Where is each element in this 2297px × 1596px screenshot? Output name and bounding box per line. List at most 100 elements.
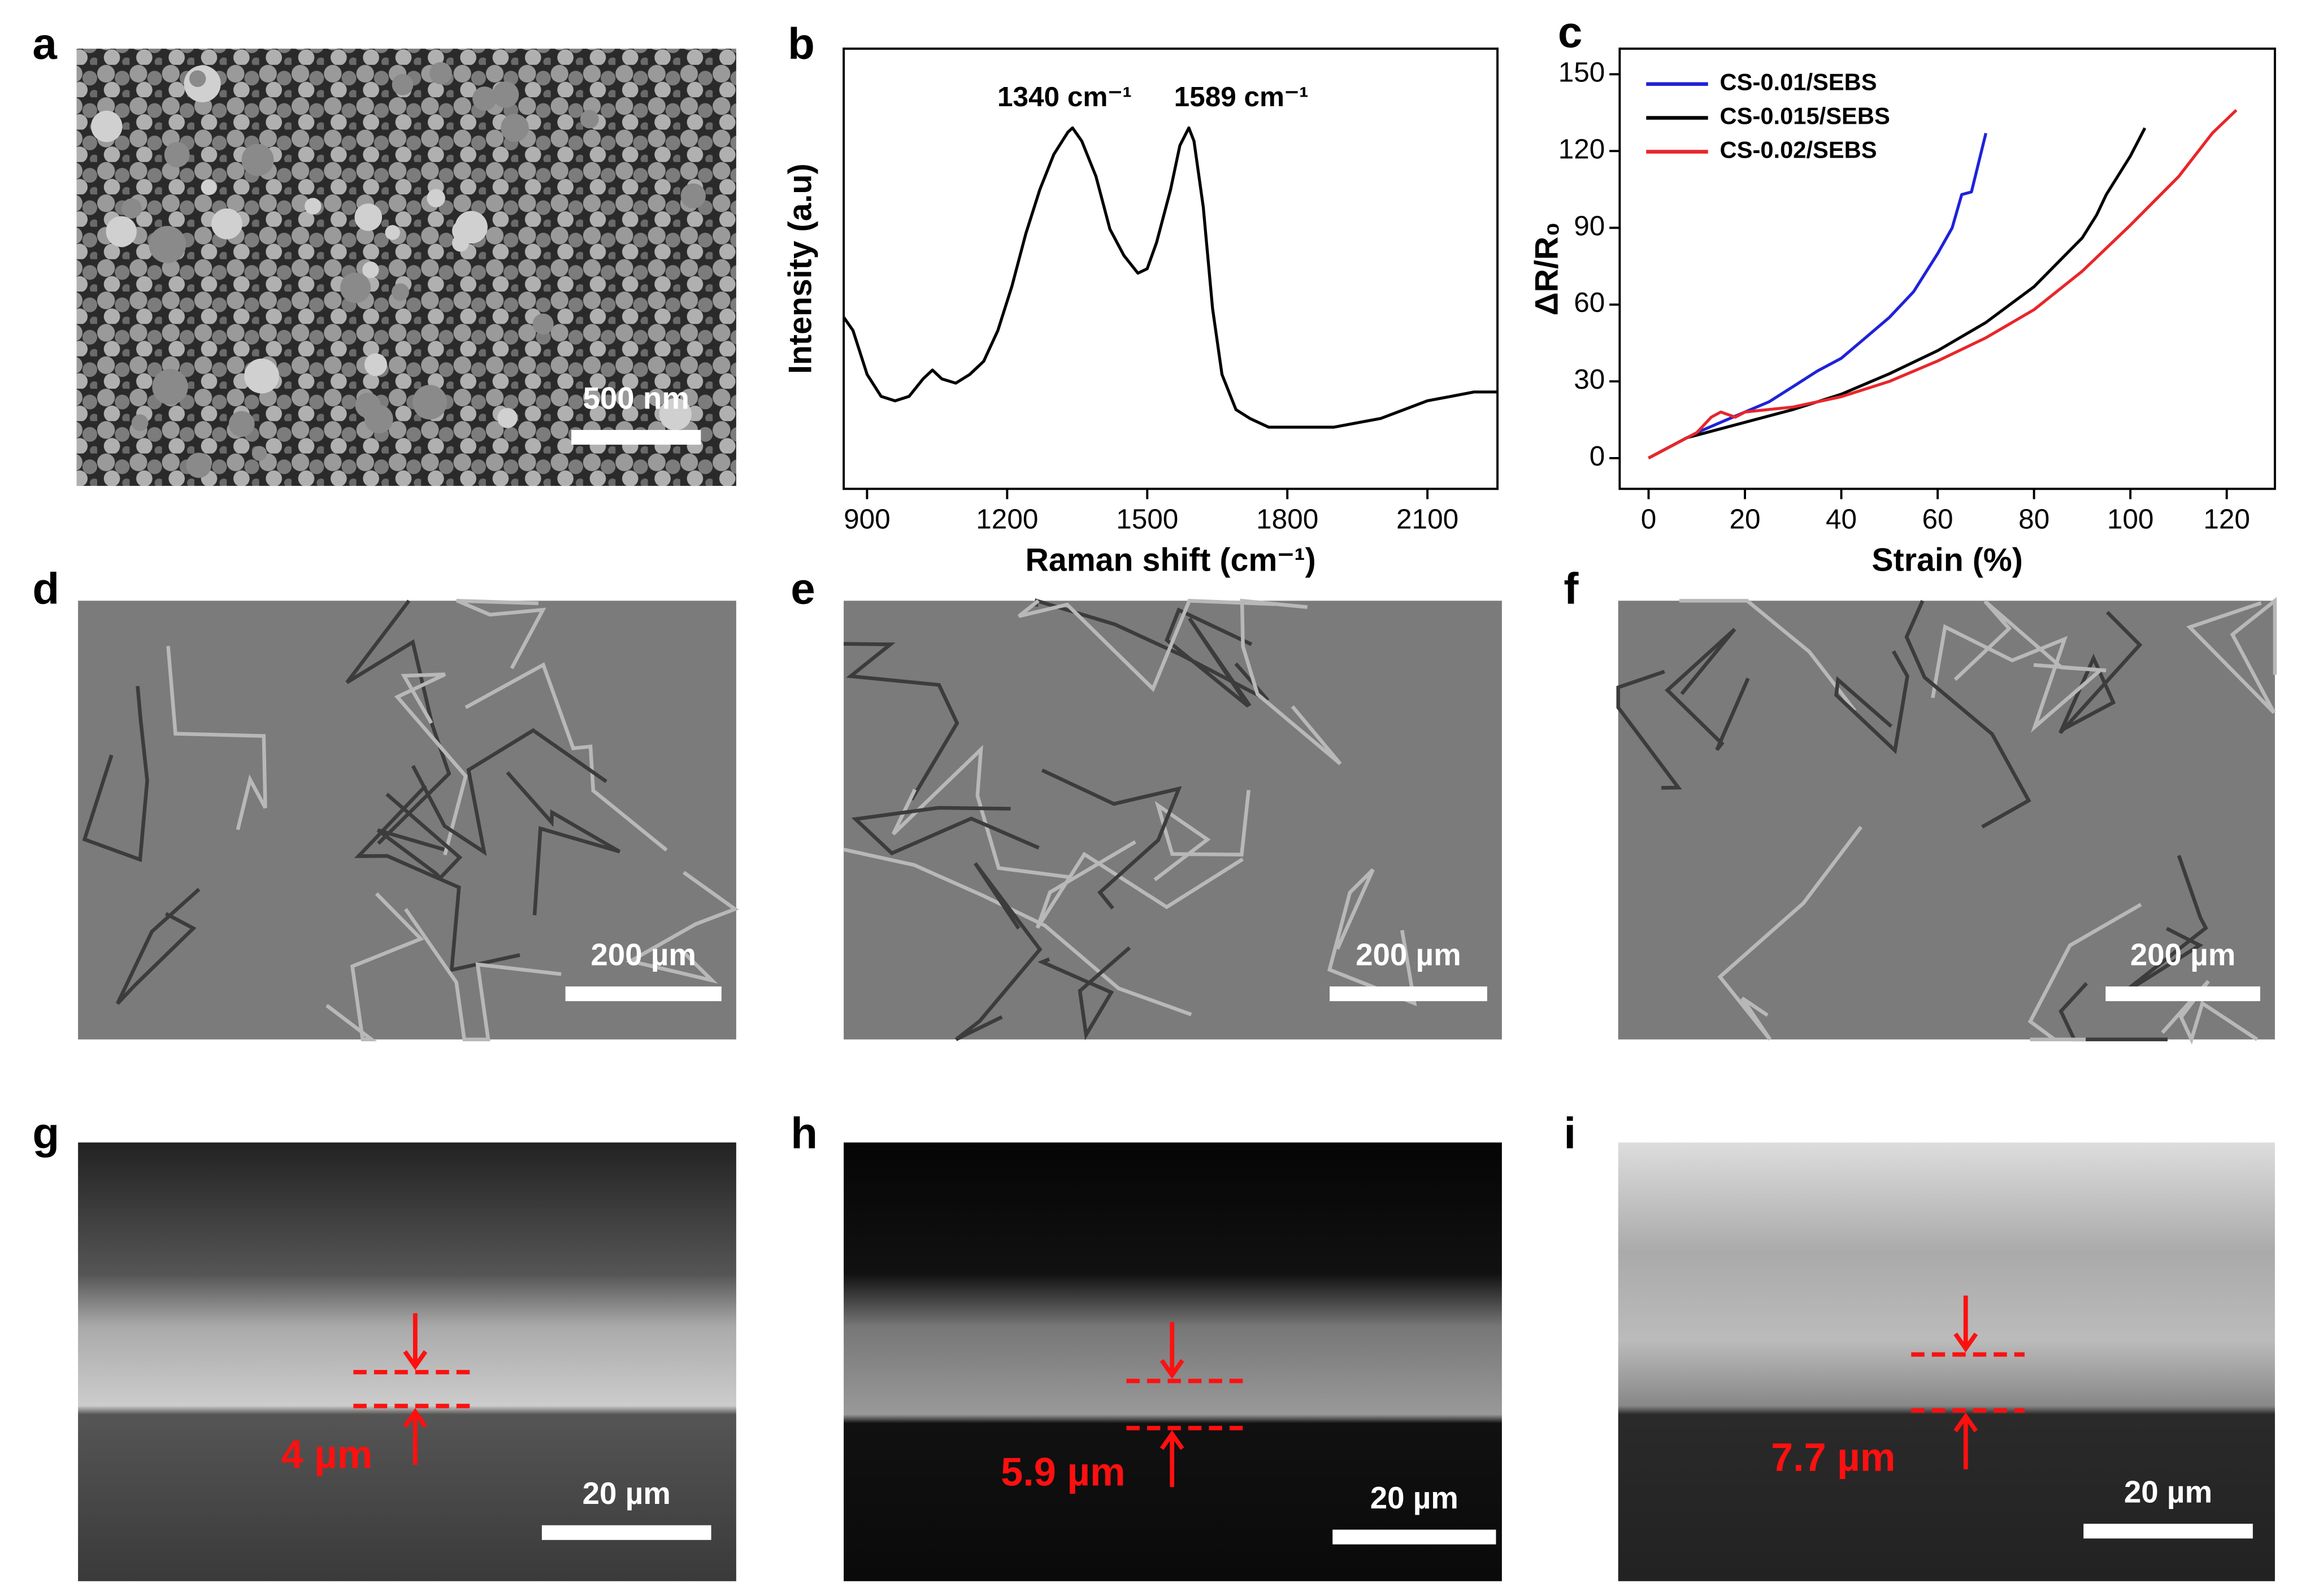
crack [325, 892, 424, 1042]
particle [305, 198, 322, 215]
particle [244, 358, 279, 394]
crack [2027, 903, 2142, 1042]
panel-label: d [32, 563, 59, 613]
particle [580, 110, 599, 129]
particle [354, 203, 383, 231]
x-axis-label: Raman shift (cm⁻¹) [1025, 542, 1315, 579]
crack [1931, 624, 2101, 733]
panel-label: b [788, 19, 815, 68]
particle [149, 225, 186, 263]
y-tick-label: 30 [1574, 364, 1605, 395]
particle [121, 198, 142, 219]
crack [404, 908, 562, 1042]
thickness-label: 5.9 µm [1001, 1450, 1125, 1494]
panel-label: a [32, 19, 57, 68]
particle [362, 262, 379, 279]
arrow-up [1953, 1412, 1978, 1469]
crack [843, 847, 1192, 1016]
particle [532, 313, 554, 335]
crack [464, 662, 668, 852]
plot-frame [843, 47, 1499, 490]
thickness-label: 4 µm [281, 1432, 373, 1476]
sem-image [1618, 1142, 2275, 1581]
crack [1717, 825, 1863, 1041]
arrow-down [1160, 1322, 1184, 1379]
x-axis-label: Strain (%) [1872, 542, 2022, 579]
particle [451, 234, 469, 252]
crack [2186, 597, 2277, 714]
sem-image [1618, 601, 2275, 1040]
crack [625, 871, 739, 984]
scale-bar-label: 20 µm [1370, 1480, 1458, 1515]
crack [115, 888, 201, 1005]
particle [501, 114, 529, 142]
scale-bar-label: 500 nm [583, 380, 689, 415]
particle [211, 208, 242, 240]
scale-bar [2105, 986, 2260, 1002]
legend-label: CS-0.015/SEBS [1720, 103, 1890, 129]
x-tick-label: 2100 [1396, 504, 1458, 535]
scale-bar-label: 20 µm [583, 1476, 671, 1511]
scale-bar [1332, 1529, 1496, 1545]
scale-bar-label: 20 µm [2124, 1474, 2212, 1509]
particle [152, 369, 188, 405]
crack [2059, 982, 2168, 1042]
particle [427, 189, 445, 207]
particle [131, 414, 149, 431]
sem-image [844, 601, 1502, 1040]
arrow-down [1953, 1295, 1978, 1353]
crack [506, 771, 621, 916]
scale-bar-label: 200 µm [1356, 937, 1461, 972]
crack [82, 686, 149, 863]
particle [201, 180, 217, 195]
particle [364, 405, 393, 434]
crack [1153, 790, 1250, 881]
crack [1679, 599, 1857, 712]
x-tick-label: 40 [1826, 504, 1857, 535]
panel-label: c [1558, 7, 1582, 56]
panel-label: g [32, 1108, 59, 1158]
peak-annotation: 1340 cm⁻¹ [997, 81, 1132, 112]
legend-label: CS-0.01/SEBS [1720, 69, 1877, 95]
sem-image [78, 601, 736, 1040]
crack [2059, 611, 2143, 734]
x-tick-label: 80 [2018, 504, 2050, 535]
particle [106, 216, 137, 247]
arrow-down [403, 1313, 428, 1371]
data-line [1648, 133, 1987, 460]
legend-label: CS-0.02/SEBS [1720, 137, 1877, 163]
y-tick-label: 150 [1558, 57, 1605, 88]
x-tick-label: 1800 [1256, 504, 1318, 535]
particle [189, 70, 206, 87]
crack [954, 862, 1043, 1041]
crack [1240, 598, 1342, 766]
x-tick-label: 20 [1729, 504, 1760, 535]
crack [1904, 600, 2031, 829]
data-line [1648, 127, 2147, 460]
scale-bar-label: 200 µm [2130, 937, 2236, 972]
panel-label: f [1564, 563, 1579, 613]
particle [429, 62, 452, 85]
crack [354, 784, 520, 972]
thickness-label: 7.7 µm [1771, 1435, 1895, 1480]
panel-label: i [1564, 1108, 1576, 1158]
y-tick-label: 0 [1590, 441, 1605, 472]
crack [1165, 607, 1253, 708]
particle [164, 142, 190, 168]
crack [891, 745, 1071, 880]
x-tick-label: 0 [1641, 504, 1657, 535]
particle [241, 143, 274, 176]
y-axis-label: ΔR/R₀ [1529, 222, 1565, 316]
particle [392, 283, 409, 301]
crack [844, 642, 959, 801]
panel-label: h [791, 1108, 818, 1158]
particle [186, 453, 211, 478]
particle [364, 353, 388, 376]
crack [1834, 650, 1909, 755]
y-tick-label: 60 [1574, 287, 1605, 318]
particle [680, 183, 706, 208]
particle [385, 225, 400, 240]
particle [91, 110, 123, 142]
